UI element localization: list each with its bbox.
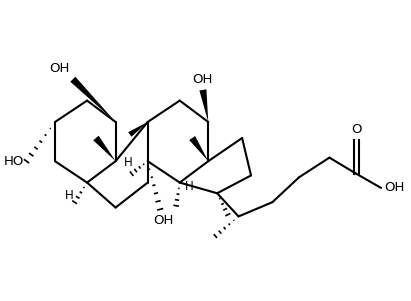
Text: O: O — [351, 123, 361, 135]
Text: H: H — [65, 188, 74, 202]
Text: OH: OH — [384, 182, 404, 194]
Text: H: H — [124, 157, 132, 169]
Polygon shape — [70, 77, 115, 122]
Polygon shape — [189, 136, 208, 161]
Text: OH: OH — [50, 62, 70, 75]
Text: H: H — [185, 180, 194, 193]
Polygon shape — [128, 122, 148, 137]
Polygon shape — [199, 89, 208, 122]
Polygon shape — [93, 136, 115, 161]
Text: HO: HO — [3, 155, 24, 168]
Text: OH: OH — [193, 73, 213, 86]
Text: OH: OH — [154, 214, 174, 227]
